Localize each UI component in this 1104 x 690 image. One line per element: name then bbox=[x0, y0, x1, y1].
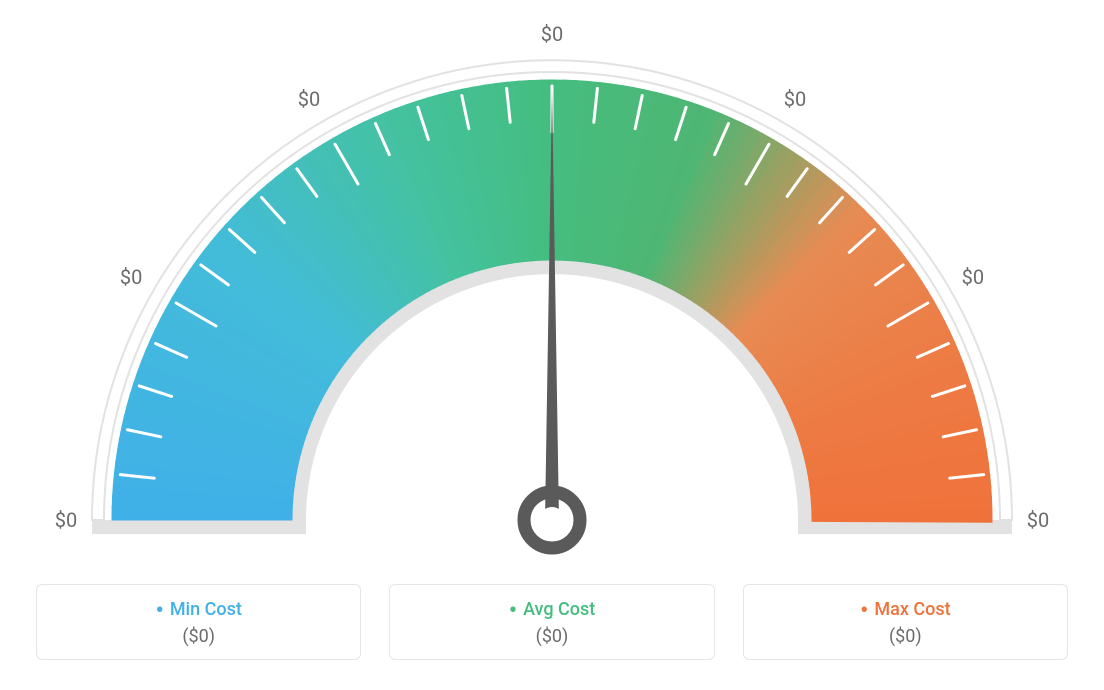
gauge-tick-label: $0 bbox=[120, 265, 142, 289]
gauge-tick-label: $0 bbox=[55, 508, 77, 532]
legend-card: Max Cost ($0) bbox=[743, 584, 1068, 660]
legend-row: Min Cost ($0) Avg Cost ($0) Max Cost ($0) bbox=[0, 584, 1104, 690]
legend-label: Avg Cost bbox=[390, 599, 713, 620]
gauge-tick-label: $0 bbox=[1027, 508, 1049, 532]
gauge-tick-label: $0 bbox=[962, 265, 984, 289]
legend-card: Min Cost ($0) bbox=[36, 584, 361, 660]
cost-gauge-container: $0$0$0$0$0$0$0 Min Cost($0)Avg Cost($0)M… bbox=[0, 0, 1104, 690]
legend-label: Min Cost bbox=[37, 599, 360, 620]
gauge-chart: $0 $0 $0 $0 $0 $0 $0 bbox=[0, 0, 1104, 560]
gauge-tick-label: $0 bbox=[298, 87, 320, 111]
legend-value: ($0) bbox=[37, 626, 360, 647]
legend-card: Avg Cost ($0) bbox=[389, 584, 714, 660]
legend-value: ($0) bbox=[390, 626, 713, 647]
legend-value: ($0) bbox=[744, 626, 1067, 647]
gauge-tick-label: $0 bbox=[541, 22, 563, 46]
legend-label: Max Cost bbox=[744, 599, 1067, 620]
gauge-tick-label: $0 bbox=[784, 87, 806, 111]
